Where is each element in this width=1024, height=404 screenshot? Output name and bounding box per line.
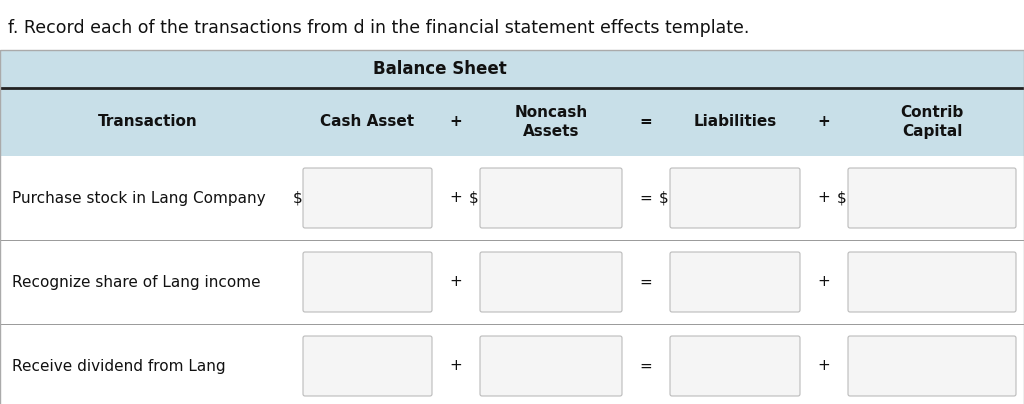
- Text: Liabilities: Liabilities: [693, 114, 776, 130]
- Text: +: +: [817, 358, 830, 374]
- Bar: [0, 88, 1024, 156]
- Text: +: +: [450, 358, 463, 374]
- Text: =: =: [640, 358, 652, 374]
- Bar: [0, 156, 1024, 404]
- Text: =: =: [640, 114, 652, 130]
- Bar: [0, 50, 1024, 88]
- FancyBboxPatch shape: [670, 252, 800, 312]
- FancyBboxPatch shape: [848, 168, 1016, 228]
- FancyBboxPatch shape: [670, 336, 800, 396]
- Text: +: +: [450, 191, 463, 206]
- Text: Balance Sheet: Balance Sheet: [374, 60, 507, 78]
- Text: +: +: [450, 274, 463, 290]
- Text: +: +: [450, 114, 463, 130]
- Text: $: $: [469, 191, 479, 206]
- Text: Recognize share of Lang income: Recognize share of Lang income: [12, 274, 261, 290]
- Text: +: +: [817, 114, 830, 130]
- FancyBboxPatch shape: [480, 168, 622, 228]
- Text: Receive dividend from Lang: Receive dividend from Lang: [12, 358, 225, 374]
- Bar: [0, 50, 1024, 404]
- Text: Transaction: Transaction: [97, 114, 198, 130]
- FancyBboxPatch shape: [303, 252, 432, 312]
- FancyBboxPatch shape: [480, 336, 622, 396]
- FancyBboxPatch shape: [303, 168, 432, 228]
- Text: +: +: [817, 191, 830, 206]
- Text: Contrib
Capital: Contrib Capital: [900, 105, 964, 139]
- FancyBboxPatch shape: [848, 252, 1016, 312]
- Text: =: =: [640, 274, 652, 290]
- Text: =: =: [640, 191, 652, 206]
- FancyBboxPatch shape: [480, 252, 622, 312]
- FancyBboxPatch shape: [303, 336, 432, 396]
- Text: Purchase stock in Lang Company: Purchase stock in Lang Company: [12, 191, 265, 206]
- Text: f. Record each of the transactions from d in the financial statement effects tem: f. Record each of the transactions from …: [8, 19, 750, 37]
- Text: $: $: [659, 191, 669, 206]
- Text: +: +: [817, 274, 830, 290]
- Text: $: $: [838, 191, 847, 206]
- Text: Cash Asset: Cash Asset: [321, 114, 415, 130]
- Text: $: $: [292, 191, 302, 206]
- Text: Noncash
Assets: Noncash Assets: [514, 105, 588, 139]
- FancyBboxPatch shape: [848, 336, 1016, 396]
- FancyBboxPatch shape: [670, 168, 800, 228]
